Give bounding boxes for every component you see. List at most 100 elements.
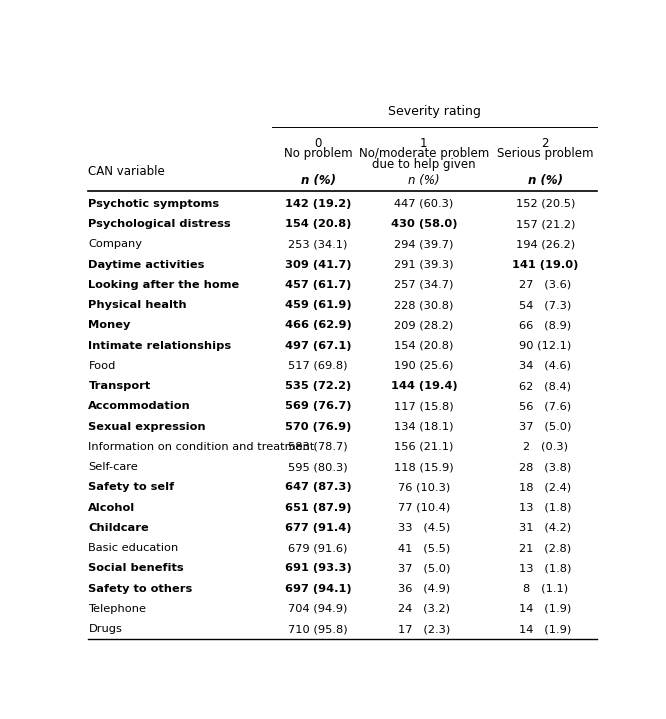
- Text: 14   (1.9): 14 (1.9): [519, 604, 571, 614]
- Text: Accommodation: Accommodation: [89, 401, 191, 411]
- Text: Sexual expression: Sexual expression: [89, 421, 206, 431]
- Text: 117 (15.8): 117 (15.8): [394, 401, 454, 411]
- Text: Company: Company: [89, 239, 143, 249]
- Text: 154 (20.8): 154 (20.8): [285, 219, 351, 229]
- Text: Information on condition and treatment: Information on condition and treatment: [89, 442, 315, 452]
- Text: Looking after the home: Looking after the home: [89, 280, 240, 290]
- Text: 134 (18.1): 134 (18.1): [394, 421, 454, 431]
- Text: Money: Money: [89, 321, 131, 330]
- Text: 710 (95.8): 710 (95.8): [288, 624, 348, 634]
- Text: 66   (8.9): 66 (8.9): [519, 321, 571, 330]
- Text: 647 (87.3): 647 (87.3): [285, 482, 352, 493]
- Text: 677 (91.4): 677 (91.4): [285, 523, 352, 533]
- Text: 291 (39.3): 291 (39.3): [394, 260, 454, 270]
- Text: 294 (39.7): 294 (39.7): [394, 239, 454, 249]
- Text: 0: 0: [314, 137, 322, 150]
- Text: 41   (5.5): 41 (5.5): [398, 543, 450, 553]
- Text: No/moderate problem: No/moderate problem: [359, 147, 489, 160]
- Text: No problem: No problem: [284, 147, 352, 160]
- Text: 570 (76.9): 570 (76.9): [285, 421, 351, 431]
- Text: 209 (28.2): 209 (28.2): [394, 321, 454, 330]
- Text: n (%): n (%): [527, 174, 563, 187]
- Text: 90 (12.1): 90 (12.1): [519, 341, 571, 351]
- Text: Self-care: Self-care: [89, 462, 138, 472]
- Text: 56   (7.6): 56 (7.6): [519, 401, 571, 411]
- Text: Alcohol: Alcohol: [89, 503, 136, 513]
- Text: 583 (78.7): 583 (78.7): [288, 442, 348, 452]
- Text: 651 (87.9): 651 (87.9): [285, 503, 352, 513]
- Text: due to help given: due to help given: [372, 157, 476, 170]
- Text: 27   (3.6): 27 (3.6): [519, 280, 571, 290]
- Text: 2   (0.3): 2 (0.3): [523, 442, 567, 452]
- Text: 142 (19.2): 142 (19.2): [285, 199, 351, 209]
- Text: 36   (4.9): 36 (4.9): [398, 584, 450, 594]
- Text: 190 (25.6): 190 (25.6): [394, 361, 454, 371]
- Text: Transport: Transport: [89, 381, 151, 391]
- Text: 77 (10.4): 77 (10.4): [398, 503, 450, 513]
- Text: 497 (67.1): 497 (67.1): [285, 341, 352, 351]
- Text: Serious problem: Serious problem: [497, 147, 593, 160]
- Text: n (%): n (%): [300, 174, 336, 187]
- Text: 430 (58.0): 430 (58.0): [391, 219, 457, 229]
- Text: 152 (20.5): 152 (20.5): [515, 199, 575, 209]
- Text: 24   (3.2): 24 (3.2): [398, 604, 450, 614]
- Text: 2: 2: [541, 137, 549, 150]
- Text: 28   (3.8): 28 (3.8): [519, 462, 571, 472]
- Text: 157 (21.2): 157 (21.2): [515, 219, 575, 229]
- Text: 447 (60.3): 447 (60.3): [394, 199, 454, 209]
- Text: Safety to self: Safety to self: [89, 482, 174, 493]
- Text: 154 (20.8): 154 (20.8): [394, 341, 454, 351]
- Text: 459 (61.9): 459 (61.9): [285, 300, 352, 310]
- Text: 704 (94.9): 704 (94.9): [288, 604, 348, 614]
- Text: 18   (2.4): 18 (2.4): [519, 482, 571, 493]
- Text: Food: Food: [89, 361, 116, 371]
- Text: 37   (5.0): 37 (5.0): [519, 421, 571, 431]
- Text: Psychotic symptoms: Psychotic symptoms: [89, 199, 220, 209]
- Text: 1: 1: [420, 137, 428, 150]
- Text: 156 (21.1): 156 (21.1): [394, 442, 454, 452]
- Text: Childcare: Childcare: [89, 523, 149, 533]
- Text: 54   (7.3): 54 (7.3): [519, 300, 571, 310]
- Text: 691 (93.3): 691 (93.3): [285, 564, 352, 574]
- Text: 21   (2.8): 21 (2.8): [519, 543, 571, 553]
- Text: 76 (10.3): 76 (10.3): [398, 482, 450, 493]
- Text: 194 (26.2): 194 (26.2): [515, 239, 575, 249]
- Text: Daytime activities: Daytime activities: [89, 260, 204, 270]
- Text: 144 (19.4): 144 (19.4): [390, 381, 458, 391]
- Text: 8   (1.1): 8 (1.1): [523, 584, 568, 594]
- Text: n (%): n (%): [408, 174, 440, 187]
- Text: 141 (19.0): 141 (19.0): [512, 260, 578, 270]
- Text: 31   (4.2): 31 (4.2): [519, 523, 571, 533]
- Text: 457 (61.7): 457 (61.7): [285, 280, 351, 290]
- Text: Physical health: Physical health: [89, 300, 187, 310]
- Text: 517 (69.8): 517 (69.8): [288, 361, 348, 371]
- Text: 257 (34.7): 257 (34.7): [394, 280, 454, 290]
- Text: 14   (1.9): 14 (1.9): [519, 624, 571, 634]
- Text: 118 (15.9): 118 (15.9): [394, 462, 454, 472]
- Text: CAN variable: CAN variable: [89, 165, 165, 178]
- Text: 253 (34.1): 253 (34.1): [288, 239, 348, 249]
- Text: 228 (30.8): 228 (30.8): [394, 300, 454, 310]
- Text: 13   (1.8): 13 (1.8): [519, 564, 571, 574]
- Text: Psychological distress: Psychological distress: [89, 219, 231, 229]
- Text: 697 (94.1): 697 (94.1): [285, 584, 352, 594]
- Text: Basic education: Basic education: [89, 543, 178, 553]
- Text: Severity rating: Severity rating: [388, 104, 481, 117]
- Text: 17   (2.3): 17 (2.3): [398, 624, 450, 634]
- Text: Drugs: Drugs: [89, 624, 123, 634]
- Text: Social benefits: Social benefits: [89, 564, 184, 574]
- Text: 34   (4.6): 34 (4.6): [519, 361, 571, 371]
- Text: Telephone: Telephone: [89, 604, 147, 614]
- Text: Safety to others: Safety to others: [89, 584, 192, 594]
- Text: 33   (4.5): 33 (4.5): [398, 523, 450, 533]
- Text: 62   (8.4): 62 (8.4): [519, 381, 571, 391]
- Text: 679 (91.6): 679 (91.6): [288, 543, 348, 553]
- Text: 595 (80.3): 595 (80.3): [288, 462, 348, 472]
- Text: 37   (5.0): 37 (5.0): [398, 564, 450, 574]
- Text: 13   (1.8): 13 (1.8): [519, 503, 571, 513]
- Text: 466 (62.9): 466 (62.9): [285, 321, 352, 330]
- Text: 569 (76.7): 569 (76.7): [285, 401, 352, 411]
- Text: 309 (41.7): 309 (41.7): [285, 260, 352, 270]
- Text: Intimate relationships: Intimate relationships: [89, 341, 232, 351]
- Text: 535 (72.2): 535 (72.2): [285, 381, 351, 391]
